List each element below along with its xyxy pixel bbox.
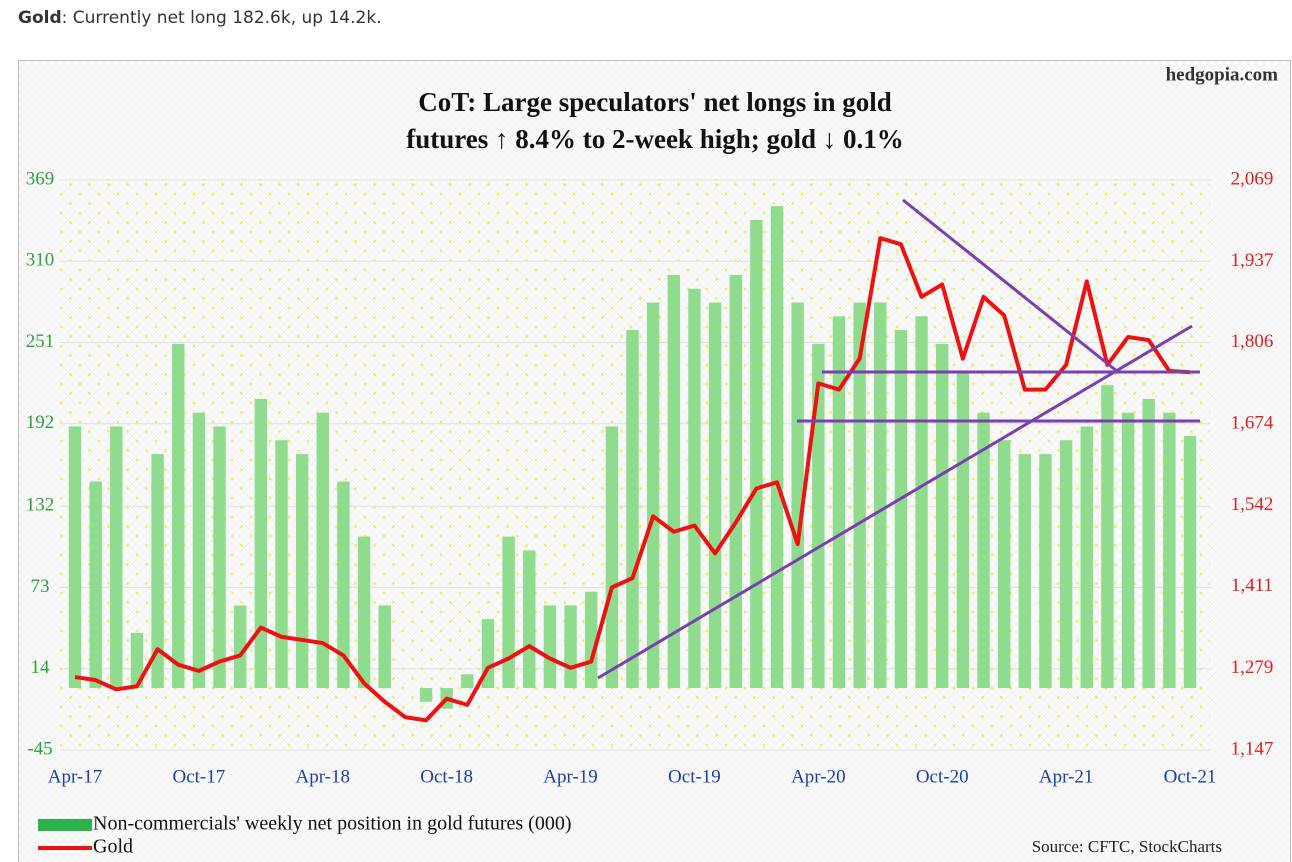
bar — [461, 674, 474, 689]
bar — [729, 275, 742, 689]
bar — [770, 206, 784, 689]
y2-tick-label: 1,674 — [1231, 413, 1274, 434]
y2-tick-label: 1,937 — [1231, 250, 1274, 271]
x-tick-label: Oct-21 — [1164, 766, 1217, 787]
header-text: : Currently net long 182.6k, up 14.2k. — [61, 8, 382, 28]
bar — [1183, 436, 1197, 689]
bar — [977, 412, 990, 689]
bar — [667, 275, 680, 689]
bar — [502, 536, 515, 689]
bar — [894, 330, 908, 689]
y2-tick-label: 1,806 — [1231, 331, 1274, 352]
legend-label: Gold — [93, 836, 133, 858]
bar — [192, 412, 206, 689]
bar — [997, 440, 1011, 689]
header-label: Gold — [18, 8, 62, 28]
bar — [523, 550, 536, 689]
bar — [1121, 412, 1135, 689]
y-tick-label: 73 — [31, 576, 50, 597]
bar — [708, 302, 722, 689]
bar — [1018, 453, 1032, 689]
x-tick-label: Apr-18 — [296, 766, 351, 787]
bar — [295, 453, 309, 689]
x-tick-label: Oct-19 — [668, 766, 721, 787]
y2-tick-label: 1,147 — [1231, 738, 1274, 759]
x-tick-label: Apr-20 — [791, 766, 846, 787]
y-tick-label: 251 — [26, 331, 55, 352]
bar — [378, 605, 391, 689]
x-tick-label: Oct-20 — [916, 766, 969, 787]
y2-tick-label: 2,069 — [1231, 168, 1274, 189]
bar — [605, 426, 619, 689]
bar — [1059, 440, 1073, 689]
bar — [254, 398, 268, 689]
bar — [419, 688, 433, 702]
trendline — [597, 324, 1193, 680]
bar — [89, 481, 102, 689]
bar — [564, 605, 577, 689]
chart-title: CoT: Large speculators' net longs in gol… — [418, 87, 892, 117]
bar — [1142, 398, 1155, 689]
y-tick-label: 369 — [26, 168, 55, 189]
bar — [832, 316, 846, 689]
x-tick-label: Apr-17 — [48, 766, 103, 787]
y2-tick-label: 1,411 — [1231, 575, 1273, 596]
bar — [233, 605, 247, 689]
y2-tick-label: 1,279 — [1231, 657, 1274, 678]
bar — [936, 343, 949, 689]
bar — [151, 453, 164, 689]
y2-tick-label: 1,542 — [1231, 494, 1274, 515]
bar — [1039, 453, 1052, 689]
source: Source: CFTC, StockCharts — [1032, 837, 1222, 856]
bar — [791, 302, 804, 689]
y-tick-label: 14 — [31, 657, 51, 678]
x-tick-label: Apr-19 — [543, 766, 598, 787]
y-tick-label: 132 — [26, 495, 55, 516]
bar — [750, 219, 763, 689]
bar — [316, 412, 329, 689]
bar — [1101, 385, 1114, 689]
bar — [1080, 426, 1093, 689]
bar — [874, 302, 887, 689]
y-tick-label: -45 — [27, 738, 52, 759]
x-tick-label: Oct-18 — [420, 766, 473, 787]
bar — [337, 481, 350, 689]
bar — [646, 302, 660, 689]
trendlines — [597, 198, 1200, 680]
bar — [688, 288, 701, 689]
bar — [357, 536, 371, 689]
y-tick-label: 192 — [26, 412, 55, 433]
y-tick-label: 310 — [26, 250, 55, 271]
plot: -45 14 73 132 192 251 310 369 1,147 1,279 1,411 1,5… — [26, 168, 1274, 787]
legend-swatch — [38, 819, 92, 831]
bar — [213, 426, 226, 689]
legend-label: Non-commercials' weekly net position in … — [93, 813, 572, 835]
bar — [172, 343, 185, 689]
bar — [68, 426, 82, 689]
bar — [130, 632, 144, 689]
trendline — [902, 198, 1119, 374]
bar — [956, 371, 970, 689]
bar — [853, 302, 866, 689]
bar — [812, 343, 825, 689]
x-tick-label: Oct-17 — [173, 766, 226, 787]
bar — [543, 605, 557, 689]
bar — [1163, 412, 1176, 689]
line — [74, 236, 1191, 723]
bar — [915, 316, 928, 689]
header: Gold: Currently net long 182.6k, up 14.2… — [18, 8, 382, 28]
chart-title: futures ↑ 8.4% to 2-week high; gold ↓ 0.… — [406, 124, 904, 154]
bar — [626, 330, 639, 689]
bar — [110, 426, 123, 689]
bar — [275, 440, 288, 689]
x-tick-label: Apr-21 — [1039, 766, 1094, 787]
watermark: hedgopia.com — [1166, 64, 1279, 85]
